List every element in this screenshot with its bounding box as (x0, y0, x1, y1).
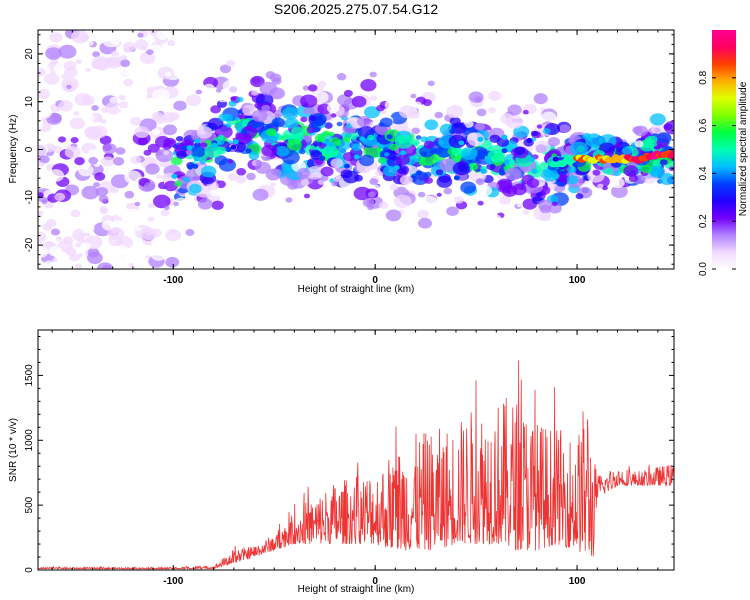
snr-x-label: Height of straight line (km) (298, 584, 415, 595)
snr-frame (37, 329, 675, 571)
colorbar-tick-label: 0.0 (698, 262, 709, 276)
spectrogram-y-tick-label: -20 (24, 237, 35, 252)
colorbar-tick-label: 0.4 (698, 166, 709, 180)
colorbar-gradient (712, 30, 736, 269)
figure-title: S206.2025.275.07.54.G12 (274, 1, 438, 17)
spectrogram-y-label: Frequency (Hz) (8, 115, 19, 184)
spectrogram-x-tick-label: 100 (569, 275, 586, 286)
spectrogram-x-tick-label: 0 (372, 275, 378, 286)
colorbar-tick-label: 0.2 (698, 214, 709, 228)
colorbar-label: Normalized spectral amplitude (738, 81, 749, 216)
snr-y-tick-label: 500 (24, 496, 35, 513)
colorbar: 0.0 0.2 0.4 0.6 0.8 Normalized spectral ampl… (698, 30, 749, 276)
snr-y-tick-label: 1000 (24, 429, 35, 452)
colorbar-tick-label: 0.6 (698, 118, 709, 132)
spectrogram-x-tick-label: -100 (163, 275, 183, 286)
colorbar-ticks: 0.0 0.2 0.4 0.6 0.8 (698, 70, 736, 276)
spectrogram-y-tick-label: 10 (24, 96, 35, 108)
colorbar-tick-label: 0.8 (698, 70, 709, 84)
snr-y-tick-label: 0 (24, 567, 35, 573)
snr-x-tick-label: 100 (569, 576, 586, 587)
snr-x-tick-label: 0 (372, 576, 378, 587)
snr-x-tick-label: -100 (163, 576, 183, 587)
snr-series-line (37, 360, 674, 571)
snr-y-label: SNR (10 * v/v) (8, 418, 19, 482)
spectrogram-y-tick-label: -10 (24, 190, 35, 205)
spectrogram-heatmap (38, 30, 674, 269)
snr-y-tick-label: 1500 (24, 364, 35, 387)
spectrogram-y-tick-label: 0 (24, 146, 35, 152)
spectrogram-x-label: Height of straight line (km) (298, 284, 415, 295)
spectrogram-y-tick-label: 20 (24, 48, 35, 60)
